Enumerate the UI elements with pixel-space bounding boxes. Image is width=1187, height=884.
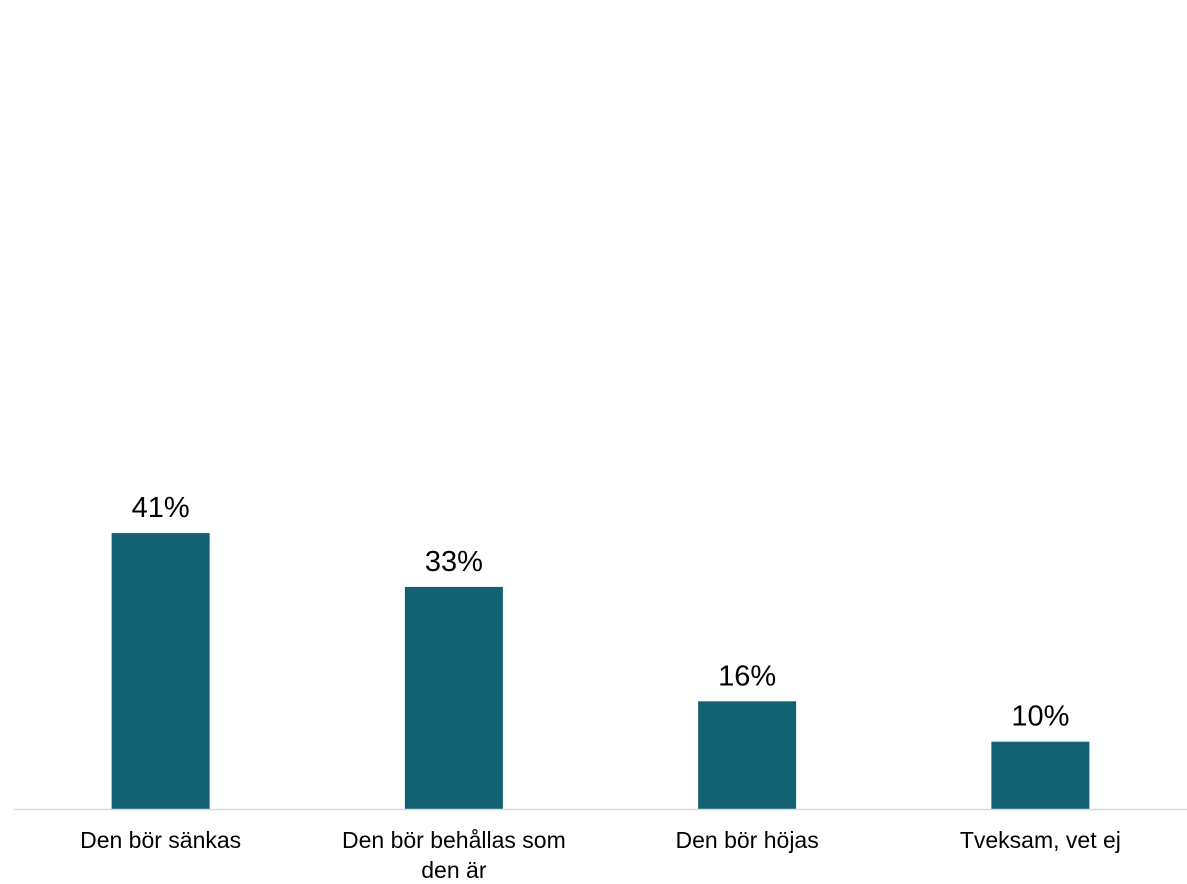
value-label-2: 33% (425, 546, 483, 578)
category-label-3: Den bör höjas (676, 827, 819, 853)
category-labels-group: Den bör sänkas Den bör behållas som den är… (80, 827, 1121, 883)
bar-3 (698, 701, 797, 809)
bar-2 (404, 586, 503, 809)
category-label-4: Tveksam, vet ej (960, 827, 1121, 853)
bar-1 (111, 533, 210, 809)
bar-4 (991, 741, 1090, 809)
value-labels-group: 41% 33% 16% 10% (132, 492, 1070, 733)
value-label-4: 10% (1011, 701, 1069, 733)
value-label-1: 41% (132, 492, 190, 524)
bars-group (111, 533, 1090, 809)
category-label-1: Den bör sänkas (80, 827, 241, 853)
value-label-3: 16% (718, 660, 776, 692)
category-label-2: Den bör behållas som den är (342, 827, 566, 883)
